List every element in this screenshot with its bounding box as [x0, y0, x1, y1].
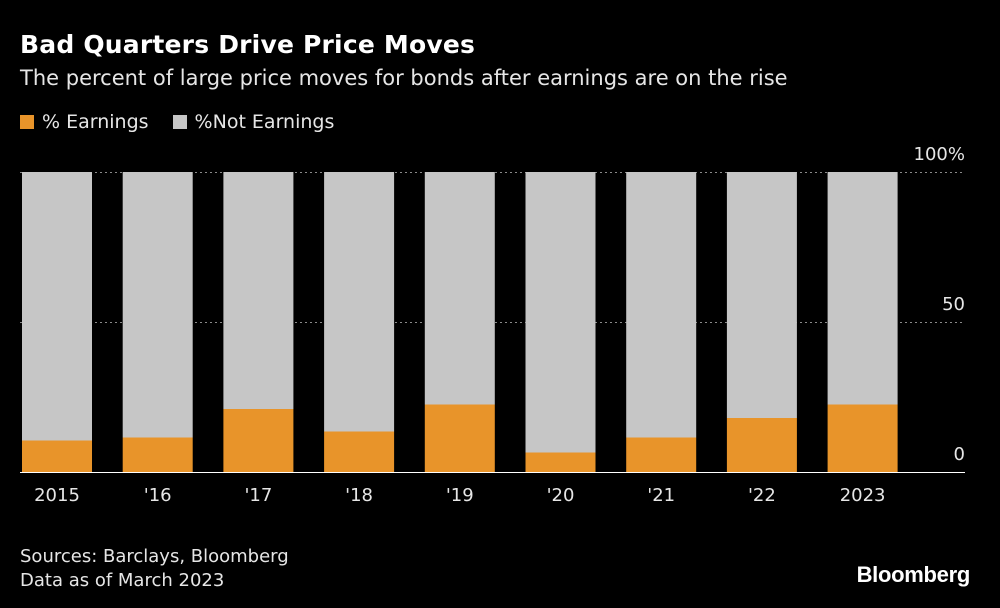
- legend: % Earnings %Not Earnings: [20, 111, 358, 133]
- gridlines: [20, 172, 965, 473]
- bar-not-earnings: [223, 172, 294, 409]
- bar-earnings: [324, 431, 395, 472]
- y-tick-label: 100%: [914, 144, 965, 165]
- bar-earnings: [122, 437, 193, 472]
- bar-earnings: [22, 440, 92, 472]
- bar-earnings: [827, 404, 898, 472]
- bar-earnings: [626, 437, 697, 472]
- bar-earnings: [525, 452, 596, 472]
- source-note: Sources: Barclays, Bloomberg Data as of …: [20, 545, 289, 593]
- chart-subtitle: The percent of large price moves for bon…: [20, 66, 788, 90]
- bar-not-earnings: [324, 172, 395, 432]
- x-tick-label: '19: [446, 485, 474, 506]
- legend-swatch-earnings: [20, 115, 34, 129]
- bar-not-earnings: [626, 172, 697, 438]
- legend-label-earnings: % Earnings: [42, 111, 149, 133]
- x-tick-label: '20: [547, 485, 575, 506]
- legend-label-not-earnings: %Not Earnings: [194, 111, 335, 133]
- bar-not-earnings: [525, 172, 596, 453]
- bloomberg-logo: Bloomberg: [856, 562, 971, 587]
- tick-labels: 0 50 100% 2015 '16 '17 '18 '19 '20 '21 '22 2023: [34, 144, 965, 506]
- x-tick-label: '18: [345, 485, 373, 506]
- x-tick-label: '21: [647, 485, 675, 506]
- bar-not-earnings: [122, 172, 193, 438]
- source-line: Sources: Barclays, Bloomberg: [20, 546, 289, 567]
- bar-not-earnings: [424, 172, 495, 405]
- bar-not-earnings: [726, 172, 797, 418]
- y-tick-label: 0: [954, 444, 965, 465]
- y-tick-label: 50: [942, 294, 965, 315]
- legend-item-not-earnings: %Not Earnings: [172, 111, 335, 133]
- legend-item-earnings: % Earnings: [20, 111, 149, 133]
- x-tick-label: '17: [244, 485, 272, 506]
- bar-earnings: [223, 409, 294, 472]
- bar-not-earnings: [22, 172, 92, 441]
- bars: [22, 172, 898, 472]
- x-tick-label: 2023: [840, 485, 886, 506]
- chart-title: Bad Quarters Drive Price Moves: [20, 30, 476, 59]
- bar-earnings: [424, 404, 495, 472]
- x-tick-label: 2015: [34, 485, 80, 506]
- x-tick-label: '22: [748, 485, 776, 506]
- data-date-line: Data as of March 2023: [20, 570, 225, 591]
- legend-swatch-not-earnings: [172, 115, 187, 129]
- x-tick-label: '16: [144, 485, 172, 506]
- bar-earnings: [726, 418, 797, 472]
- bar-not-earnings: [827, 172, 898, 405]
